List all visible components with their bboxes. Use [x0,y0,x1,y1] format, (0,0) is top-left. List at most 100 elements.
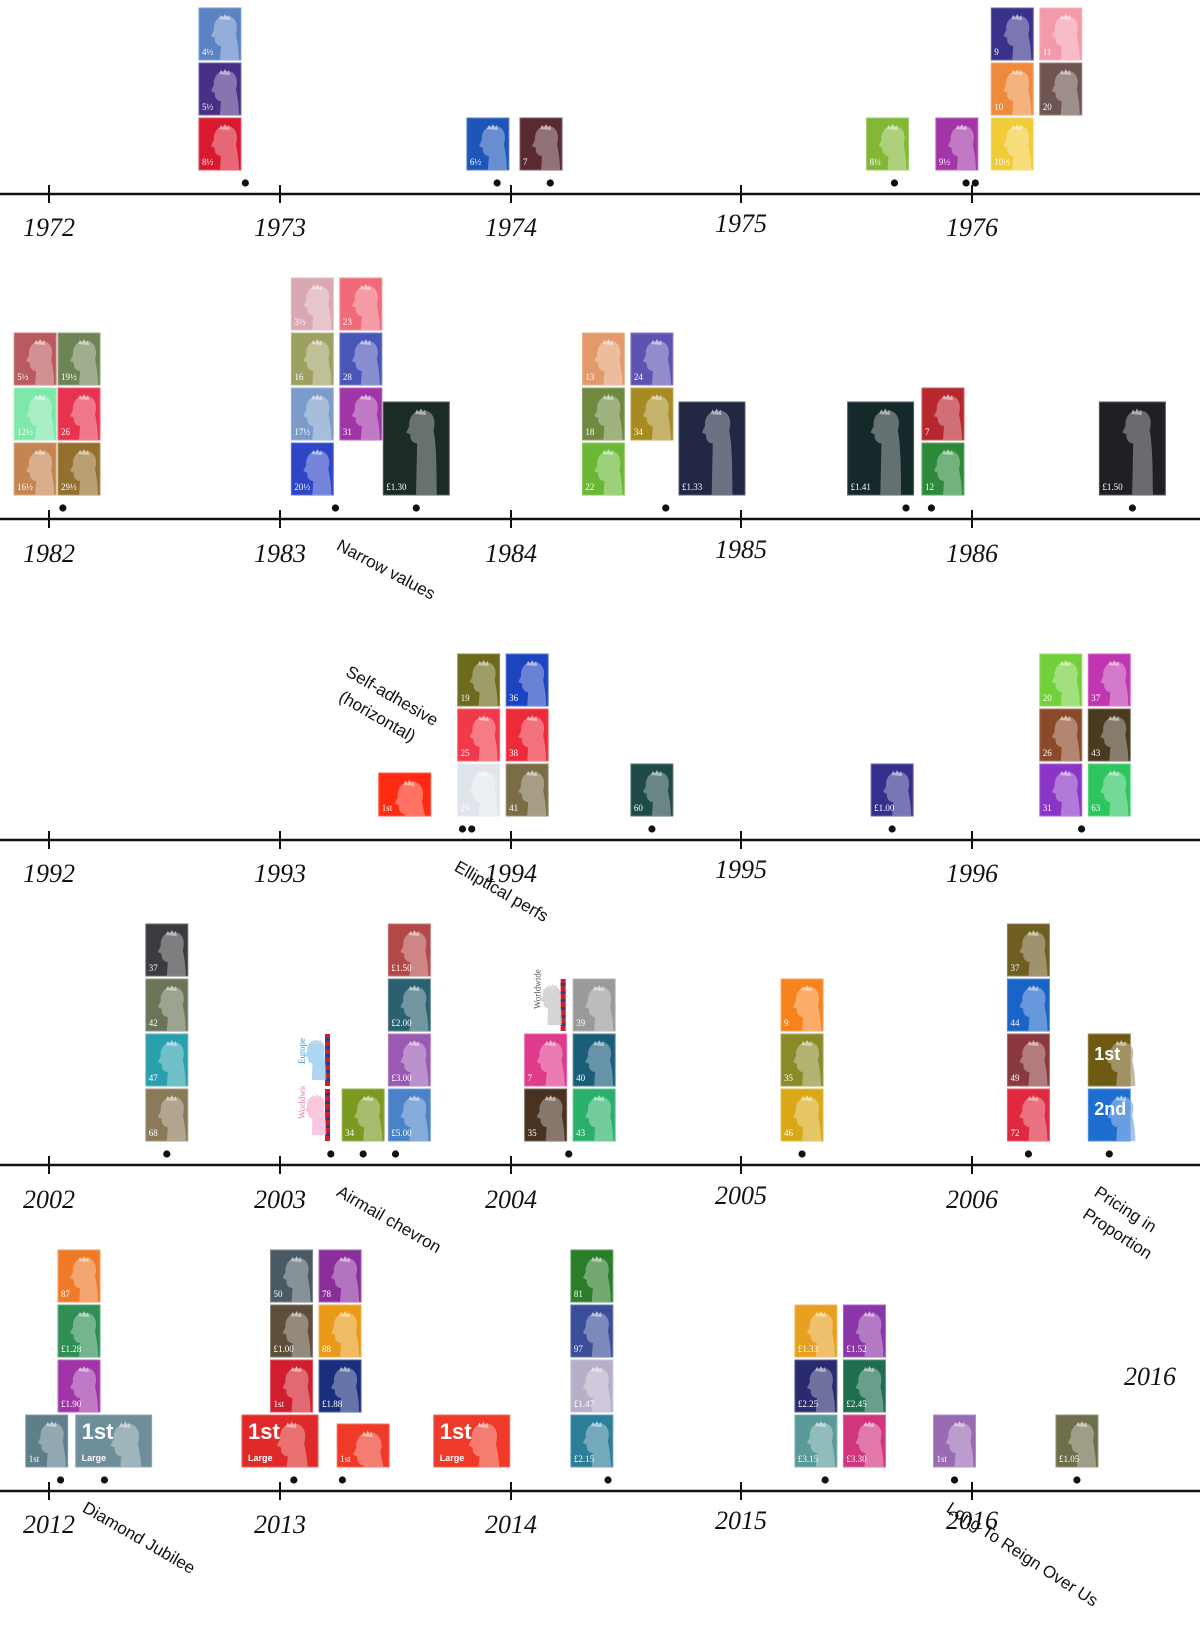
stamp: 1st [1087,1033,1136,1087]
crown-icon [218,69,230,75]
issue-dot [458,825,467,833]
crown-icon [359,284,371,290]
stamp-value-label: 36 [509,693,519,703]
issue-dot [493,179,501,187]
crown-icon [593,1040,605,1046]
queen-head-icon [806,1422,835,1467]
stamp: 78 [318,1249,362,1303]
stamp: £1.41 [847,401,915,496]
queen-head-icon [157,1096,186,1141]
issue-dot [391,1150,400,1158]
crown-icon [311,449,323,455]
crown-icon [403,779,415,786]
stamp: £1.33 [794,1304,838,1358]
year-label: 2002 [23,1185,75,1214]
crown-icon [814,1366,826,1372]
stamp: 63 [1087,763,1131,817]
queen-head-icon [947,125,976,170]
stamp-value-label: 49 [1010,1073,1020,1083]
crown-icon [218,124,230,130]
issue-dot [1128,504,1136,512]
crown-icon [119,1421,131,1428]
queen-head-icon [883,771,912,816]
queen-head-icon [793,986,822,1031]
stamp-size-label: Large [440,1453,465,1463]
stamp-value-label: £1.52 [846,1344,866,1354]
stamp: 38 [505,708,549,762]
stamp-value-label: 13 [585,372,595,382]
queen-head-icon [1107,1041,1136,1086]
stamp-value-label: 43 [576,1128,586,1138]
stamp: 1st [933,1414,977,1468]
stamp: £1.47 [570,1359,614,1413]
stamp: £1.50 [1098,401,1166,496]
queen-head-icon [304,1040,327,1080]
queen-head-icon [478,125,507,170]
stamp-value-label: £2.25 [798,1399,819,1409]
stamp: 20 [1039,653,1083,707]
stamp: £2.00 [387,978,431,1032]
crown-icon [1011,124,1023,130]
stamp: £1.00 [870,763,914,817]
queen-head-icon [1019,931,1048,976]
stamp-value-label: 46 [784,1128,794,1138]
crown-icon [477,1421,489,1428]
stamp: 12½ [13,387,57,441]
queen-head-icon [793,1041,822,1086]
stamp: £1.33 [678,401,746,496]
stamp: 31 [339,387,383,441]
queen-head-icon [210,15,239,60]
stamp-value-label: 26 [61,427,71,437]
queen-head-icon [518,716,547,761]
queen-head-icon [585,1096,614,1141]
queen-head-icon [351,340,380,385]
stamp: 5½ [198,62,242,116]
stamp: 19½ [57,332,101,386]
issue-dot [1077,825,1086,833]
stamp-value-label: 72 [1010,1128,1019,1138]
crown-icon [590,1421,602,1427]
crown-icon [78,394,90,400]
queen-head-icon [582,1257,611,1302]
stamp-value-label: 28 [343,372,353,382]
stamp-value-label: 16 [294,372,304,382]
queen-head-icon [303,450,332,495]
crown-icon [941,394,953,400]
stamp-value-label: 1st [274,1399,285,1409]
queen-head-icon [469,661,498,706]
crown-icon [290,1366,302,1372]
queen-head-icon [701,410,733,495]
queen-head-icon [304,1095,327,1135]
crown-icon [78,1311,90,1317]
stamp-value-label: 19½ [61,372,77,382]
year-label: 1992 [23,859,75,888]
year-label: 2004 [485,1185,537,1214]
stamp-value-label: £1.41 [851,482,871,492]
stamp: 37 [145,923,189,977]
stamp: £1.30 [382,401,450,496]
queen-head-icon [26,340,55,385]
queen-head-icon [210,125,239,170]
crown-icon [710,408,722,415]
crown-icon [1108,715,1120,721]
crown-icon [814,1421,826,1427]
stamp-value-label: 35 [784,1073,794,1083]
stamp: 36 [505,653,549,707]
stamp-value-label: 5½ [202,102,214,112]
stamp-value-label: 7 [925,427,930,437]
crown-icon [1108,660,1120,666]
year-label: 1983 [254,539,306,568]
annotation-label: Long To Reign Over Us [943,1498,1101,1610]
queen-head-icon [1051,771,1080,816]
stamp: 1st [25,1414,69,1468]
crown-icon [602,339,614,345]
issue-dot [950,1476,959,1484]
queen-head-icon [354,1096,383,1141]
stamp: 49 [1006,1033,1050,1087]
issue-dot [327,1150,335,1158]
stamp-value-label: 7 [528,1073,533,1083]
stamp: 11 [1039,7,1083,61]
issue-dot [798,1150,806,1158]
stamp: 10½ [990,117,1034,171]
stamp-value-label: 35 [528,1128,538,1138]
